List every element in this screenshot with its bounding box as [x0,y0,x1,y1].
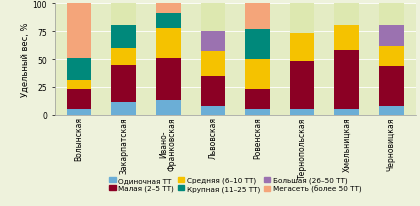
Bar [156,4,181,14]
Bar [67,110,92,115]
Bar [67,3,92,59]
Bar [67,3,92,4]
Bar [245,60,270,90]
Bar [111,49,136,65]
Bar [334,51,359,110]
Bar [245,30,270,60]
Bar [379,4,404,26]
Bar [201,52,225,76]
Bar [111,65,136,102]
Bar [290,62,314,110]
Bar [156,14,181,29]
Bar [290,4,314,34]
Bar [201,107,225,115]
Bar [201,4,225,32]
Bar [156,29,181,59]
Y-axis label: Удельный вес, %: Удельный вес, % [21,23,30,97]
Legend: Одиночная ТТ, Малая (2–5 ТТ), Средняя (6–10 ТТ), Крупная (11–25 ТТ), Большая (26: Одиночная ТТ, Малая (2–5 ТТ), Средняя (6… [109,177,361,193]
Bar [290,110,314,115]
Bar [245,90,270,110]
Bar [334,26,359,51]
Bar [67,90,92,110]
Bar [201,32,225,52]
Bar [245,110,270,115]
Bar [67,81,92,90]
Bar [67,59,92,81]
Bar [156,101,181,115]
Bar [334,110,359,115]
Bar [111,4,136,26]
Bar [156,59,181,101]
Bar [201,76,225,107]
Bar [379,107,404,115]
Bar [111,102,136,115]
Bar [111,26,136,49]
Bar [334,4,359,26]
Bar [245,4,270,30]
Bar [290,34,314,62]
Bar [379,66,404,107]
Bar [379,26,404,46]
Bar [379,46,404,66]
